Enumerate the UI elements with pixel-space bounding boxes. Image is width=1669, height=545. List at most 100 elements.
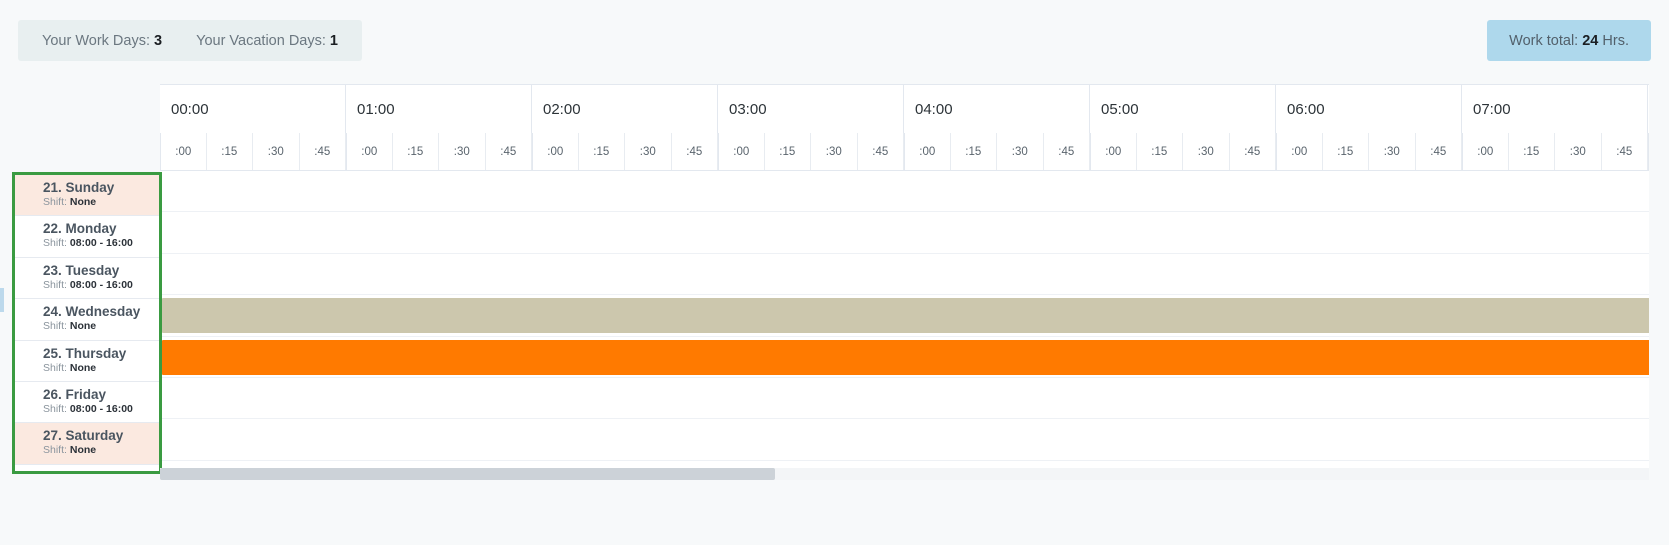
quarter-header-cell: :30 [625,133,672,170]
timeline-row[interactable] [160,419,1649,461]
timeline-row[interactable] [160,253,1649,296]
timeline-row[interactable] [160,336,1649,378]
vacation-days-value: 1 [329,32,338,49]
day-shift-info: Shift: None [43,361,159,375]
quarter-header-cell: :15 [392,133,439,170]
quarter-header-row: :00:15:30:45:00:15:30:45:00:15:30:45:00:… [160,133,1649,171]
quarter-header-cell: :15 [764,133,811,170]
day-shift-value: 08:00 - 16:00 [69,402,133,415]
quarter-header-cell: :00 [1276,133,1323,170]
work-total-unit: Hrs. [1602,32,1629,49]
work-total-chip: Work total: 24 Hrs. [1509,33,1629,49]
work-total-label: Work total: [1509,32,1579,49]
hour-header-cell: 08:00 [1648,85,1649,133]
day-label-column[interactable]: 21. Sunday Shift: None 22. Monday Shift: 08… [12,172,162,474]
vacation-days-chip: Your Vacation Days: 1 [196,33,338,49]
hour-header-cell: 03:00 [718,85,904,133]
timeline-grid[interactable]: 00:00 01:00 02:00 03:00 04:00 05:00 06:00 07:00… [160,84,1649,468]
day-shift-info: Shift: None [43,195,159,209]
day-label-cell[interactable]: 26. Friday Shift: 08:00 - 16:00 [15,381,159,424]
quarter-header-cell: :45 [1229,133,1276,170]
day-shift-label: Shift: [43,320,70,333]
quarter-header-cell: :15 [1322,133,1369,170]
day-shift-info: Shift: 08:00 - 16:00 [43,236,159,250]
day-label-cell[interactable]: 22. Monday Shift: 08:00 - 16:00 [15,216,159,258]
quarter-header-cell: :45 [1601,133,1648,170]
work-days-label: Your Work Days: [42,32,150,49]
quarter-header-cell: :30 [439,133,486,170]
day-name: 26. Friday [43,386,107,402]
quarter-header-cell: :15 [950,133,997,170]
hour-header-cell: 01:00 [346,85,532,133]
work-days-chip: Your Work Days: 3 [42,33,162,49]
timeline-row[interactable] [160,212,1649,254]
quarter-header-cell: :30 [253,133,300,170]
quarter-header-cell: :00 [1090,133,1137,170]
day-name: 27. Saturday [43,428,124,444]
day-shift-label: Shift: [43,196,70,208]
hour-header-cell: 04:00 [904,85,1090,133]
day-name: 25. Thursday [43,345,127,361]
quarter-header-cell: :30 [1183,133,1230,170]
hour-header-row: 00:00 01:00 02:00 03:00 04:00 05:00 06:00 07:00… [160,84,1649,133]
hour-header-cell: 06:00 [1276,85,1462,133]
quarter-header-cell: :00 [718,133,765,170]
horizontal-scrollbar-track[interactable] [160,468,1649,480]
day-shift-value: None [69,361,97,374]
day-label-cell[interactable]: 27. Saturday Shift: None [15,423,159,465]
timeline-row[interactable] [160,171,1649,213]
quarter-header-cell: :30 [997,133,1044,170]
quarter-header-cell: :45 [1043,133,1090,170]
timeline-row[interactable] [160,377,1649,420]
quarter-header-cell: :45 [857,133,904,170]
day-shift-value: None [69,320,97,333]
quarter-header-cell: :45 [671,133,718,170]
timeline-row[interactable] [160,295,1649,337]
day-shift-label: Shift: [43,278,70,291]
hour-header-cell: 07:00 [1462,85,1648,133]
day-shift-label: Shift: [43,402,70,415]
hour-header-cell: 00:00 [160,85,346,133]
work-total-panel: Work total: 24 Hrs. [1487,20,1651,61]
quarter-header-cell: :00 [1648,133,1649,170]
day-shift-value: 08:00 - 16:00 [69,278,133,291]
day-label-cell[interactable]: 23. Tuesday Shift: 08:00 - 16:00 [15,257,159,300]
quarter-header-cell: :15 [1508,133,1555,170]
day-shift-info: Shift: 08:00 - 16:00 [43,278,159,292]
quarter-header-cell: :15 [578,133,625,170]
day-shift-value: 08:00 - 16:00 [69,237,133,250]
quarter-header-cell: :00 [346,133,393,170]
day-label-cell[interactable]: 25. Thursday Shift: None [15,340,159,382]
vacation-days-label: Your Vacation Days: [196,32,326,49]
schedule-bar-vacation[interactable] [162,339,1649,375]
day-name: 22. Monday [43,221,117,237]
hour-header-cell: 02:00 [532,85,718,133]
quarter-header-cell: :15 [1136,133,1183,170]
day-label-cell[interactable]: 21. Sunday Shift: None [15,175,159,217]
quarter-header-cell: :45 [1415,133,1462,170]
schedule-bar-absence[interactable] [162,298,1649,334]
quarter-header-cell: :45 [299,133,346,170]
work-summary-panel: Your Work Days: 3 Your Vacation Days: 1 [18,20,362,61]
quarter-header-cell: :30 [1369,133,1416,170]
quarter-header-cell: :30 [811,133,858,170]
day-label-cell[interactable]: 24. Wednesday Shift: None [15,299,159,341]
day-shift-info: Shift: None [43,443,159,457]
timeline-rows [160,171,1649,461]
quarter-header-cell: :15 [206,133,253,170]
viewport-edge-marker [0,288,4,312]
quarter-header-cell: :00 [160,133,207,170]
summary-bar: Your Work Days: 3 Your Vacation Days: 1 … [0,0,1669,80]
hour-header-cell: 05:00 [1090,85,1276,133]
quarter-header-cell: :00 [532,133,579,170]
day-shift-value: None [69,444,97,457]
day-name: 24. Wednesday [43,304,141,320]
quarter-header-cell: :00 [904,133,951,170]
horizontal-scrollbar-thumb[interactable] [160,468,775,480]
day-shift-info: Shift: None [43,319,159,333]
day-name: 23. Tuesday [43,262,120,278]
quarter-header-cell: :30 [1555,133,1602,170]
day-shift-info: Shift: 08:00 - 16:00 [43,402,159,416]
day-shift-value: None [69,196,97,208]
